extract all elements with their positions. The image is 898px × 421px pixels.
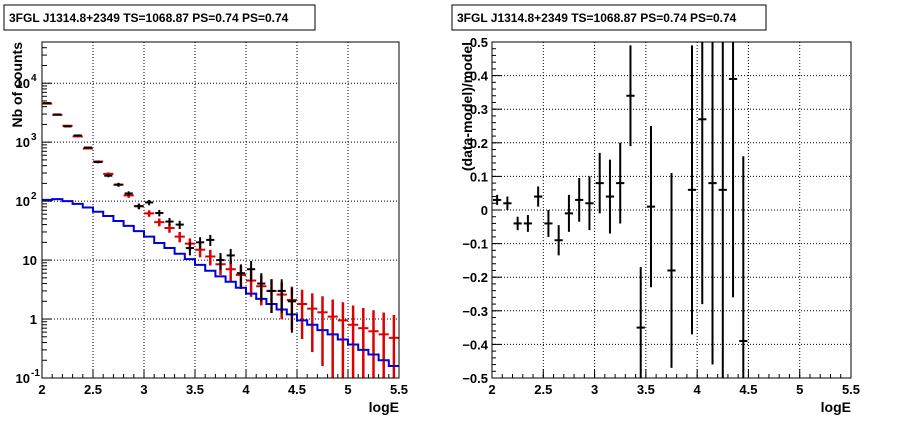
right-ytick-label: 0 bbox=[481, 203, 488, 218]
left-grid bbox=[42, 42, 399, 378]
right-ytick-label: 0.2 bbox=[470, 136, 488, 151]
left-title: 3FGL J1314.8+2349 TS=1068.87 PS=0.74 PS=… bbox=[9, 11, 289, 25]
right-ytick-label: 0.4 bbox=[470, 69, 489, 84]
left-xtick-label: 2.5 bbox=[84, 382, 102, 397]
left-ytick-label: 10 bbox=[16, 194, 30, 209]
right-title-box bbox=[451, 4, 767, 31]
left-ytick-label: 10 bbox=[16, 135, 30, 150]
left-ylabel: Nb of counts bbox=[9, 42, 25, 128]
left-xtick-label: 5.5 bbox=[390, 382, 408, 397]
left-ytick-label: 10 bbox=[23, 253, 37, 268]
right-xtick-label: 2.5 bbox=[534, 382, 552, 397]
right-xtick-label: 4 bbox=[694, 382, 702, 397]
left-xtick-label: 5 bbox=[344, 382, 351, 397]
left-ytick-label: 10 bbox=[16, 76, 30, 91]
right-xtick-label: 4.5 bbox=[739, 382, 757, 397]
right-xlabel: logE bbox=[821, 399, 851, 415]
right-ytick-label: −0.3 bbox=[462, 304, 488, 319]
right-grid bbox=[492, 42, 851, 378]
left-xtick-label: 4.5 bbox=[288, 382, 306, 397]
left-title-box bbox=[3, 4, 316, 31]
right-xtick-label: 3.5 bbox=[637, 382, 655, 397]
right-ticks: 2 2.5 3 3.5 4 4.5 5 5.5 −0.5 −0.4 −0.3 −0.2 −0.1 0 0.1… bbox=[462, 35, 860, 397]
left-xtick-label: 2 bbox=[38, 382, 45, 397]
right-ylabel: (data-model)/model bbox=[459, 42, 475, 171]
right-xtick-label: 2 bbox=[488, 382, 495, 397]
left-ytick-exponent: 3 bbox=[31, 132, 37, 143]
right-xtick-label: 5.5 bbox=[842, 382, 860, 397]
right-ytick-label: 0.5 bbox=[470, 35, 488, 50]
left-xtick-label: 4 bbox=[242, 382, 250, 397]
left-xlabel: logE bbox=[369, 399, 399, 415]
left-ytick-label: 1 bbox=[30, 312, 37, 327]
right-title: 3FGL J1314.8+2349 TS=1068.87 PS=0.74 PS=… bbox=[457, 11, 737, 25]
right-series bbox=[493, 42, 748, 378]
right-xtick-label: 5 bbox=[796, 382, 803, 397]
right-ytick-label: −0.1 bbox=[462, 237, 488, 252]
right-ytick-label: 0.3 bbox=[470, 102, 488, 117]
left-frame bbox=[41, 41, 400, 379]
left-series bbox=[42, 102, 399, 378]
right-panel: 3FGL J1314.8+2349 TS=1068.87 PS=0.74 PS=… bbox=[451, 4, 860, 415]
left-ytick-exponent: 4 bbox=[31, 73, 37, 84]
left-ytick-label: 10 bbox=[16, 371, 30, 386]
left-panel: 3FGL J1314.8+2349 TS=1068.87 PS=0.74 PS=… bbox=[3, 4, 408, 415]
right-xtick-label: 3 bbox=[591, 382, 598, 397]
left-xtick-label: 3 bbox=[140, 382, 147, 397]
left-xtick-label: 3.5 bbox=[186, 382, 204, 397]
right-ytick-label: −0.5 bbox=[462, 371, 488, 386]
left-ytick-exponent: 2 bbox=[31, 191, 37, 202]
right-ytick-label: 0.1 bbox=[470, 169, 488, 184]
right-ytick-label: −0.4 bbox=[462, 337, 488, 352]
right-ytick-label: −0.2 bbox=[462, 270, 488, 285]
left-ytick-exponent: -1 bbox=[31, 368, 40, 379]
source-model-step bbox=[42, 198, 399, 367]
